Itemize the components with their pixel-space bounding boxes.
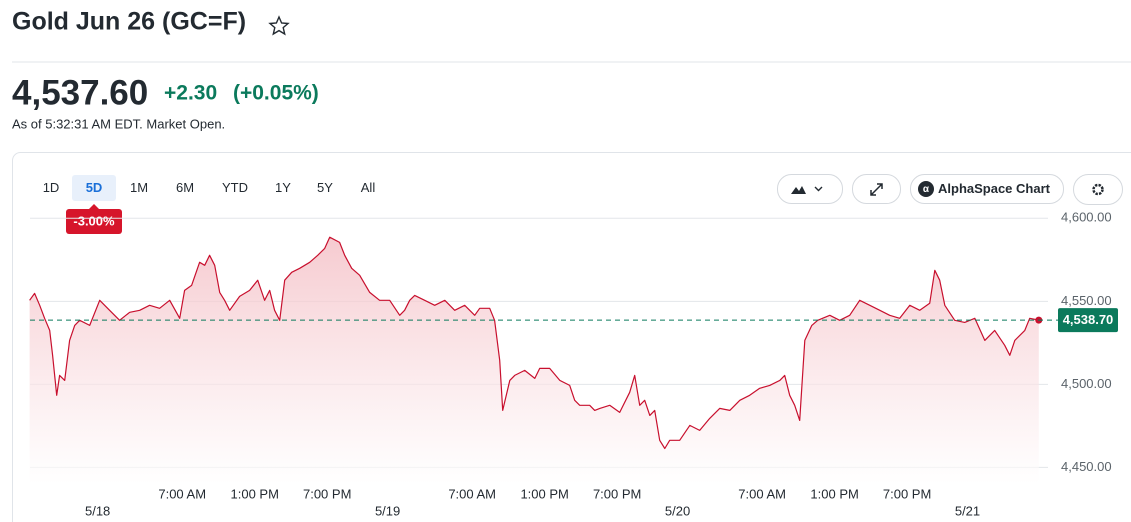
range-selected-bg (72, 175, 116, 201)
period-change: -3.00% (73, 213, 115, 228)
chart-type-icon (791, 186, 806, 194)
toolbar: α AlphaSpace Chart 1D 5D 1M 6M YTD 1Y 5Y All (43, 174, 1123, 205)
alphaspace-label: AlphaSpace Chart (938, 181, 1051, 196)
expand-icon (870, 183, 883, 196)
x-tick-label: 7:00 PM (883, 486, 931, 501)
x-tick-label: 1:00 PM (231, 486, 279, 501)
x-tick-label: 7:00 PM (593, 486, 641, 501)
chart-type-button[interactable] (777, 174, 843, 204)
watchlist-star[interactable] (268, 15, 290, 36)
timestamp: As of 5:32:31 AM EDT. Market Open. (12, 116, 225, 131)
reference-badge (1058, 308, 1118, 333)
range-button[interactable]: 5D (86, 180, 103, 195)
price-area (29, 237, 1039, 484)
price: 4,537.60 (12, 73, 148, 112)
range-button[interactable]: All (361, 180, 376, 195)
range-button[interactable]: 1D (43, 180, 60, 195)
plot: -3.00% 4,450.00 4,500.00 4,550.00 4,600.00 7:… (29, 204, 1118, 518)
price-line (29, 236, 1039, 450)
period-change-badge (66, 209, 122, 234)
range-button[interactable]: 1M (130, 180, 148, 195)
x-tick-label: 1:00 PM (520, 486, 568, 501)
price-change: +2.30 (164, 82, 217, 105)
x-tick-label: 7:00 AM (158, 486, 206, 501)
badge-pointer (89, 204, 99, 209)
quote-title: Gold Jun 26 (GC=F) (12, 8, 246, 36)
date-tick-label: 5/21 (955, 503, 980, 518)
y-tick-label: 4,550.00 (1061, 293, 1112, 308)
date-tick-label: 5/20 (665, 503, 690, 518)
alphaspace-icon-glyph: α (923, 184, 930, 195)
chart-panel (12, 152, 1131, 522)
alphaspace-icon (918, 181, 934, 197)
date-tick-label: 5/19 (375, 503, 400, 518)
x-tick-label: 7:00 AM (738, 486, 786, 501)
range-button[interactable]: YTD (222, 180, 248, 195)
range-button[interactable]: 6M (176, 180, 194, 195)
x-tick-label: 1:00 PM (810, 486, 858, 501)
reference-label: 4,538.70 (1063, 312, 1114, 327)
y-tick-label: 4,450.00 (1061, 459, 1112, 474)
x-tick-label: 7:00 PM (303, 486, 351, 501)
alphaspace-button[interactable] (910, 174, 1064, 204)
y-tick-label: 4,500.00 (1061, 376, 1112, 391)
date-tick-label: 5/18 (85, 503, 110, 518)
range-button[interactable]: 5Y (317, 180, 333, 195)
chevron (814, 186, 823, 192)
range-button[interactable]: 1Y (275, 180, 291, 195)
x-tick-label: 7:00 AM (448, 486, 496, 501)
settings-icon (1092, 183, 1104, 196)
y-tick-label: 4,600.00 (1061, 210, 1112, 225)
price-change-pct: (+0.05%) (233, 82, 319, 105)
settings-button[interactable] (1073, 174, 1123, 205)
